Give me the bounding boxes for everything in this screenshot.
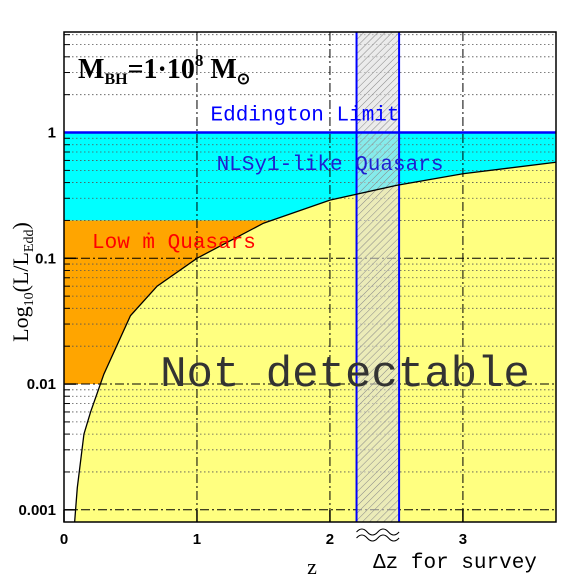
undetectable-area	[74, 162, 556, 522]
x-tick-label: 0	[60, 531, 68, 548]
y-axis-label: Log10(L/LEdd)	[8, 222, 37, 342]
x-tick-label: 1	[193, 531, 201, 548]
y-tick-label: 0.001	[18, 502, 56, 519]
x-tick-label: 2	[326, 531, 334, 548]
survey-band	[356, 32, 400, 522]
survey-label: Δz for survey	[373, 552, 537, 575]
area-label: Not detectable	[160, 350, 530, 400]
eddington-label: Eddington Limit	[210, 105, 399, 128]
region-label: NLSy1-like Quasars	[217, 154, 444, 177]
plot-frame	[63, 31, 557, 523]
region-label: Low ṁ Quasars	[92, 232, 256, 255]
y-tick-label: 0.1	[35, 250, 56, 267]
x-tick-label: 3	[459, 531, 467, 548]
y-tick-label: 1	[48, 125, 56, 142]
detection-curve	[73, 161, 557, 523]
chart-title: MBH=1·108 M⊙	[78, 51, 250, 88]
survey-brace	[356, 528, 400, 542]
y-tick-label: 0.01	[27, 376, 56, 393]
x-axis-label: z	[307, 554, 317, 579]
